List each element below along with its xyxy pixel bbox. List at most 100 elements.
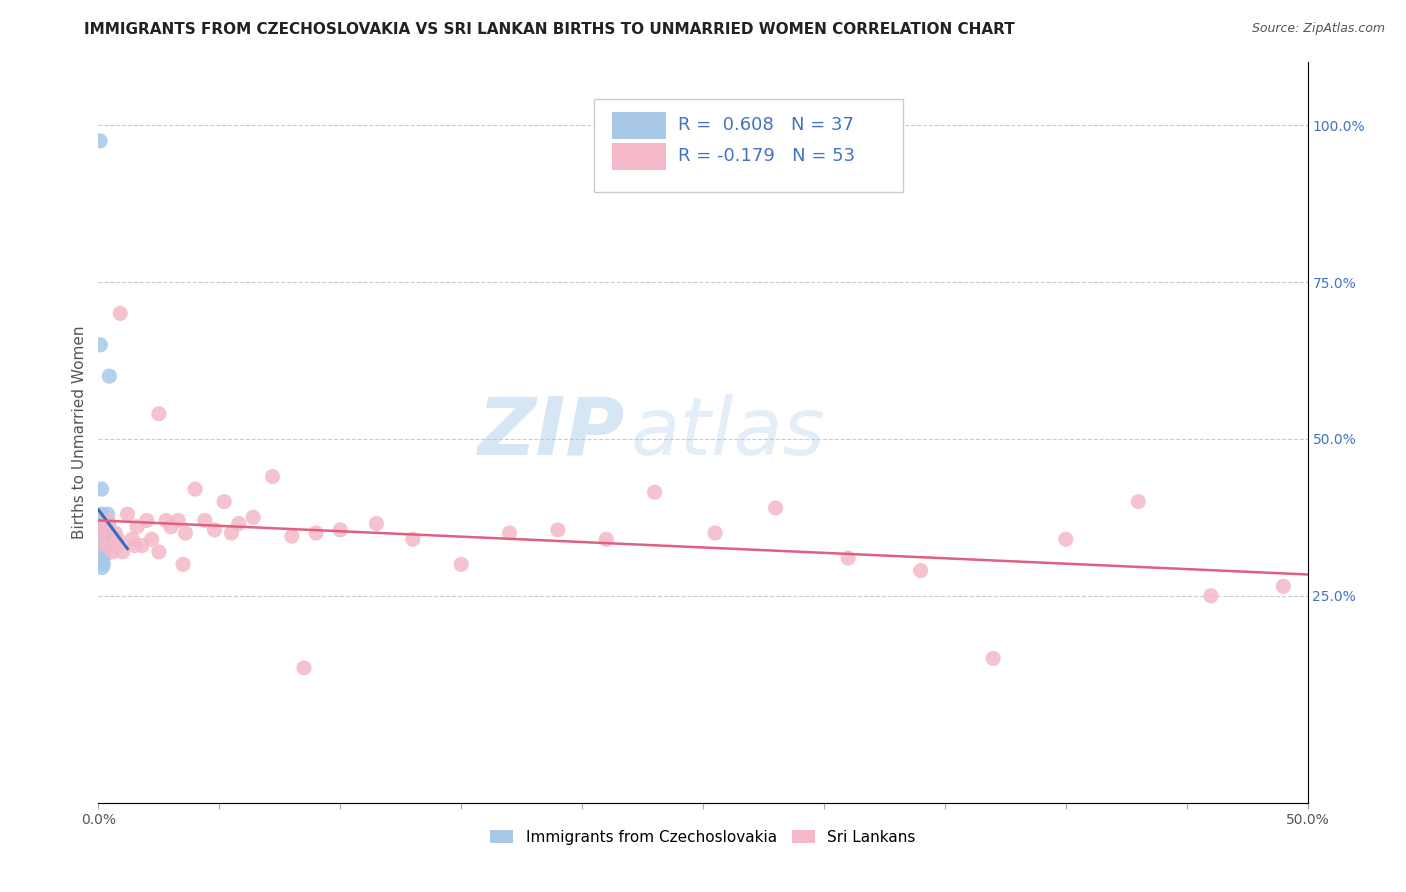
Point (94, 513, 117, 527)
Point (329, 523, 352, 537)
Point (89, 134, 111, 148)
Point (96, 523, 118, 537)
Point (644, 485, 666, 500)
Point (91, 558, 114, 572)
Point (135, 513, 157, 527)
Point (212, 494, 235, 508)
Point (90, 545, 112, 559)
Point (90, 539, 112, 553)
Point (91, 507, 114, 521)
Point (90, 520, 112, 534)
Point (91, 560, 114, 574)
Point (1272, 579, 1295, 593)
Point (93, 526, 115, 541)
Point (184, 482, 207, 496)
Point (94, 539, 117, 553)
Point (90, 551, 112, 566)
Point (107, 533, 129, 547)
Point (91, 551, 114, 566)
Point (89, 338, 111, 352)
Point (89, 533, 111, 547)
Point (981, 651, 1004, 665)
Text: atlas: atlas (630, 393, 825, 472)
Point (1199, 589, 1222, 603)
Point (104, 526, 127, 541)
Point (204, 523, 226, 537)
Point (121, 533, 143, 547)
Text: Source: ZipAtlas.com: Source: ZipAtlas.com (1251, 22, 1385, 36)
Point (148, 545, 170, 559)
Point (402, 533, 425, 547)
Point (127, 520, 149, 534)
Point (1128, 494, 1150, 508)
Y-axis label: Births to Unmarried Women: Births to Unmarried Women (72, 326, 87, 540)
Point (97, 513, 120, 527)
Point (89, 520, 111, 534)
Point (167, 513, 190, 527)
Point (910, 564, 932, 578)
Point (90, 533, 112, 547)
Point (94, 523, 117, 537)
FancyBboxPatch shape (613, 112, 665, 138)
Text: IMMIGRANTS FROM CZECHOSLOVAKIA VS SRI LANKAN BIRTHS TO UNMARRIED WOMEN CORRELATI: IMMIGRANTS FROM CZECHOSLOVAKIA VS SRI LA… (84, 22, 1015, 37)
Point (242, 510, 264, 524)
Point (97, 516, 120, 531)
Point (91, 516, 114, 531)
Point (93, 529, 115, 543)
Point (90, 535, 112, 549)
Point (93, 539, 115, 553)
Point (292, 661, 315, 675)
Point (131, 539, 153, 553)
Point (704, 526, 727, 541)
Point (155, 513, 177, 527)
FancyBboxPatch shape (595, 99, 903, 192)
Text: R =  0.608   N = 37: R = 0.608 N = 37 (678, 116, 853, 135)
Point (98, 369, 121, 384)
Point (91, 541, 114, 556)
Text: ZIP: ZIP (477, 393, 624, 472)
Point (281, 529, 304, 543)
Text: R = -0.179   N = 53: R = -0.179 N = 53 (678, 147, 855, 165)
Point (547, 523, 569, 537)
Point (765, 500, 787, 515)
Point (124, 539, 146, 553)
Point (108, 306, 131, 320)
Legend: Immigrants from Czechoslovakia, Sri Lankans: Immigrants from Czechoslovakia, Sri Lank… (484, 823, 922, 851)
Point (107, 539, 129, 553)
Point (148, 407, 170, 421)
Point (228, 516, 250, 531)
Point (221, 526, 243, 541)
Point (94, 516, 117, 531)
Point (305, 526, 328, 541)
Point (96, 520, 118, 534)
FancyBboxPatch shape (613, 143, 665, 169)
Point (93, 545, 115, 559)
Point (172, 558, 194, 572)
Point (262, 469, 284, 483)
Point (91, 520, 114, 534)
Point (91, 520, 114, 534)
Point (837, 551, 859, 566)
Point (96, 513, 118, 527)
Point (91, 533, 114, 547)
Point (90, 541, 112, 556)
Point (97, 523, 120, 537)
Point (90, 482, 112, 496)
Point (1054, 533, 1077, 547)
Point (90, 526, 112, 541)
Point (141, 533, 163, 547)
Point (174, 526, 197, 541)
Point (89, 533, 111, 547)
Point (100, 539, 122, 553)
Point (366, 516, 388, 531)
Point (595, 533, 617, 547)
Point (117, 507, 139, 521)
Point (93, 551, 115, 566)
Point (160, 520, 183, 534)
Point (97, 507, 120, 521)
Point (498, 526, 520, 541)
Point (89, 539, 111, 553)
Point (101, 545, 124, 559)
Point (194, 513, 217, 527)
Point (450, 558, 472, 572)
